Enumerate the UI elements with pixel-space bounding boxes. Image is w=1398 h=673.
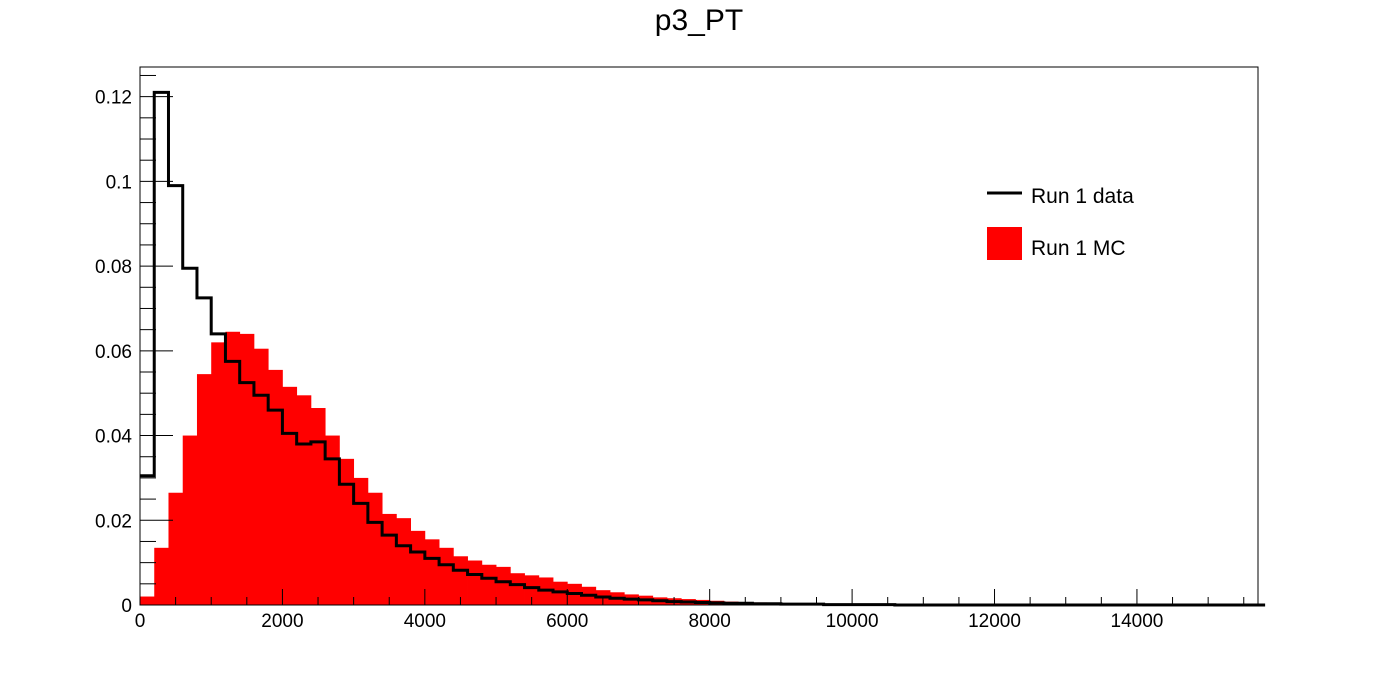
mc-bar <box>410 530 426 605</box>
y-tick-label: 0.08 <box>95 257 132 278</box>
mc-bar <box>453 556 468 605</box>
mc-histogram-bars <box>140 331 910 605</box>
mc-bar <box>154 547 169 605</box>
mc-bar <box>211 342 226 605</box>
mc-bar <box>325 435 340 605</box>
x-tick-label: 6000 <box>546 611 588 632</box>
mc-bar <box>196 374 212 605</box>
y-tick-label: 0.1 <box>106 172 132 193</box>
x-tick-label: 10000 <box>826 611 879 632</box>
mc-bar <box>382 513 397 605</box>
mc-bar <box>367 492 383 605</box>
mc-bar <box>225 331 241 605</box>
mc-bar <box>253 348 269 605</box>
mc-bar <box>510 573 525 605</box>
x-tick-label: 0 <box>135 611 146 632</box>
y-tick-label: 0.12 <box>95 88 132 109</box>
mc-bar <box>353 477 369 605</box>
x-tick-label: 14000 <box>1111 611 1164 632</box>
mc-bar <box>481 564 497 605</box>
x-tick-label: 8000 <box>689 611 731 632</box>
mc-bar <box>282 386 298 605</box>
mc-bar <box>296 395 312 605</box>
legend-label-data: Run 1 data <box>1031 185 1134 208</box>
mc-bar <box>140 596 155 605</box>
legend-label-mc: Run 1 MC <box>1031 237 1126 260</box>
chart-title: p3_PT <box>654 4 744 37</box>
mc-bar <box>396 518 411 605</box>
mc-bar <box>268 369 283 605</box>
mc-bar <box>439 547 454 605</box>
mc-bar <box>339 458 355 605</box>
mc-bar <box>467 560 483 605</box>
mc-bar <box>239 333 255 605</box>
x-tick-label: 4000 <box>404 611 446 632</box>
legend: Run 1 data Run 1 MC <box>987 185 1134 260</box>
mc-bar <box>496 566 511 605</box>
x-tick-label: 2000 <box>261 611 303 632</box>
y-tick-label: 0.06 <box>95 342 132 363</box>
y-axis: 0 0.02 0.04 0.06 0.08 0.1 0.12 <box>95 74 173 617</box>
mc-bar <box>424 539 440 605</box>
x-axis: 0 2000 4000 6000 8000 10000 12000 14000 <box>135 589 1245 632</box>
mc-bar <box>168 492 184 605</box>
mc-bar <box>524 575 540 605</box>
y-tick-label: 0.02 <box>95 511 132 532</box>
legend-swatch-mc <box>987 227 1022 260</box>
y-tick-label: 0 <box>121 596 132 617</box>
plot-frame <box>139 66 1259 606</box>
mc-bar <box>182 435 198 605</box>
x-tick-label: 12000 <box>968 611 1021 632</box>
mc-bar <box>310 408 326 605</box>
y-tick-label: 0.04 <box>95 427 132 448</box>
